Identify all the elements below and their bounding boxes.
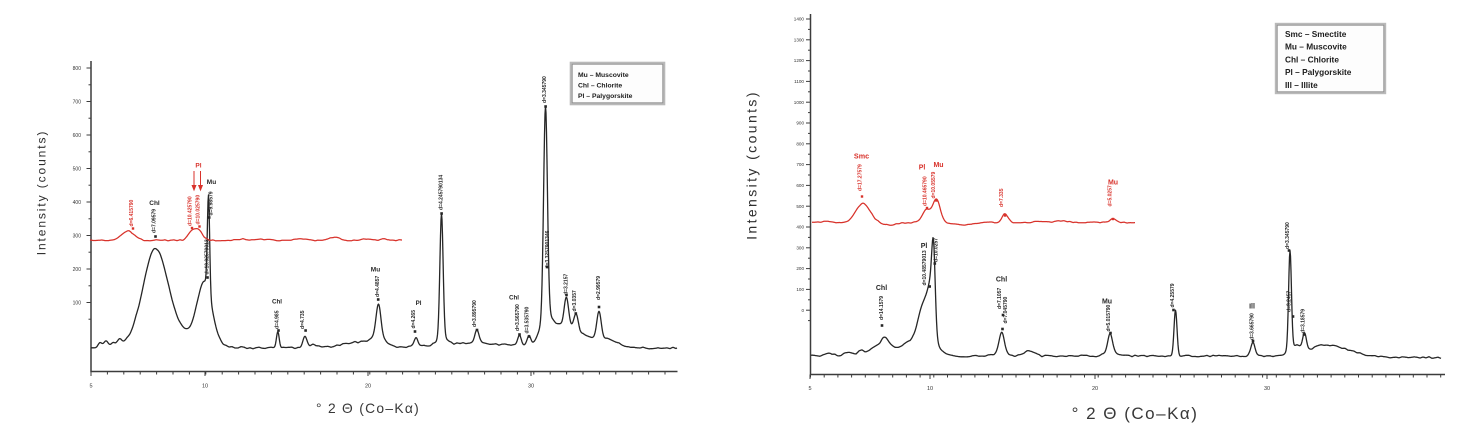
svg-text:d=3.0357: d=3.0357 — [572, 290, 578, 311]
svg-text:d=3.2157: d=3.2157 — [563, 274, 569, 295]
svg-text:1000: 1000 — [794, 100, 805, 105]
svg-text:20: 20 — [1092, 386, 1098, 392]
svg-text:Smc – Smectite: Smc – Smectite — [1285, 29, 1347, 39]
svg-text:500: 500 — [796, 204, 804, 209]
svg-text:Mu: Mu — [207, 179, 216, 186]
svg-text:d=4.245790134: d=4.245790134 — [438, 175, 444, 210]
svg-text:Mu: Mu — [1108, 180, 1118, 187]
svg-text:30: 30 — [1264, 386, 1270, 392]
svg-text:Chl: Chl — [149, 200, 160, 207]
svg-text:Mu: Mu — [371, 267, 380, 274]
svg-text:d=10.48579013: d=10.48579013 — [922, 250, 928, 285]
svg-text:10: 10 — [202, 384, 208, 390]
svg-text:600: 600 — [796, 183, 804, 188]
svg-text:300: 300 — [73, 233, 82, 239]
svg-text:Chl – Chlorite: Chl – Chlorite — [1285, 54, 1339, 64]
svg-text:d=17.27579: d=17.27579 — [857, 164, 863, 191]
svg-text:d=4.4857: d=4.4857 — [375, 276, 381, 297]
svg-text:500: 500 — [73, 166, 82, 172]
svg-text:Smc: Smc — [854, 152, 869, 161]
svg-text:Pl – Palygorskite: Pl – Palygorskite — [1285, 67, 1352, 77]
svg-text:d=4.985: d=4.985 — [274, 310, 280, 329]
svg-text:600: 600 — [73, 133, 82, 139]
svg-text:Mu: Mu — [933, 162, 943, 169]
svg-text:d=5.015790: d=5.015790 — [1106, 304, 1112, 331]
svg-text:d=5.0257: d=5.0257 — [1108, 185, 1114, 206]
svg-text:200: 200 — [73, 267, 82, 273]
svg-text:Chl: Chl — [996, 277, 1007, 284]
svg-text:Chl – Chlorite: Chl – Chlorite — [578, 83, 622, 90]
svg-text:800: 800 — [73, 66, 82, 72]
svg-text:Pl: Pl — [416, 300, 422, 307]
svg-text:Chl: Chl — [272, 299, 282, 306]
svg-text:d=4.25579: d=4.25579 — [1170, 283, 1176, 307]
svg-text:d=7.1057: d=7.1057 — [997, 288, 1003, 309]
svg-text:900: 900 — [796, 121, 804, 126]
svg-text:5: 5 — [808, 386, 811, 392]
svg-text:d=3.535790: d=3.535790 — [525, 306, 531, 333]
svg-text:d=3.345790: d=3.345790 — [1285, 222, 1291, 249]
svg-text:d=7.09579: d=7.09579 — [151, 209, 157, 233]
svg-text:d=3.3257901346: d=3.3257901346 — [545, 230, 551, 268]
svg-text:Mu: Mu — [1102, 299, 1112, 306]
svg-text:100: 100 — [796, 287, 804, 292]
svg-text:400: 400 — [73, 200, 82, 206]
svg-text:Ill: Ill — [1249, 304, 1255, 311]
svg-text:800: 800 — [796, 141, 804, 146]
svg-text:d=2.99579: d=2.99579 — [596, 276, 602, 300]
svg-text:400: 400 — [796, 225, 804, 230]
svg-text:d=10.02579013: d=10.02579013 — [205, 239, 211, 274]
svg-text:d=3.565790: d=3.565790 — [515, 304, 521, 331]
svg-text:d=6.415790: d=6.415790 — [129, 199, 135, 226]
svg-text:° 2 Θ (Co–Kα): ° 2 Θ (Co–Kα) — [316, 401, 420, 416]
svg-text:d=10.425790: d=10.425790 — [187, 196, 193, 226]
svg-text:Mu – Muscovite: Mu – Muscovite — [578, 72, 629, 79]
svg-text:Intensity (counts): Intensity (counts) — [35, 130, 49, 256]
svg-text:d=4.265: d=4.265 — [411, 310, 417, 329]
svg-text:1400: 1400 — [794, 17, 805, 22]
svg-text:d=14.1579: d=14.1579 — [879, 296, 885, 320]
svg-text:d=3.665790: d=3.665790 — [1249, 313, 1255, 340]
svg-text:200: 200 — [796, 266, 804, 271]
svg-text:d=3.2457: d=3.2457 — [1286, 291, 1292, 312]
svg-text:Mu – Muscovite: Mu – Muscovite — [1285, 42, 1347, 52]
svg-text:300: 300 — [796, 245, 804, 250]
svg-text:700: 700 — [73, 99, 82, 105]
svg-text:° 2 Θ (Co–Kα): ° 2 Θ (Co–Kα) — [1072, 404, 1199, 423]
svg-text:Pl: Pl — [921, 243, 928, 250]
svg-text:d=3.18579: d=3.18579 — [1300, 309, 1306, 333]
svg-text:30: 30 — [528, 384, 534, 390]
svg-text:d=7.335: d=7.335 — [999, 188, 1005, 207]
svg-text:d=10.05579: d=10.05579 — [931, 171, 937, 198]
svg-text:d=10.465790: d=10.465790 — [922, 176, 928, 206]
svg-text:d=4.735: d=4.735 — [300, 310, 306, 329]
svg-text:Ill – Illite: Ill – Illite — [1285, 80, 1318, 90]
svg-text:20: 20 — [365, 384, 371, 390]
svg-text:1300: 1300 — [794, 37, 805, 42]
svg-text:d=3.895790: d=3.895790 — [472, 300, 478, 327]
svg-text:Pl: Pl — [919, 165, 926, 172]
svg-text:1200: 1200 — [794, 58, 805, 63]
svg-text:Pl: Pl — [195, 163, 201, 170]
svg-text:Chl: Chl — [876, 285, 887, 292]
svg-text:700: 700 — [796, 162, 804, 167]
svg-text:d=10.025790: d=10.025790 — [196, 195, 202, 225]
svg-text:d=9.98579: d=9.98579 — [209, 191, 215, 215]
svg-text:0: 0 — [801, 308, 804, 313]
svg-text:Chl: Chl — [509, 295, 519, 302]
svg-text:d=3.345790: d=3.345790 — [542, 76, 548, 103]
svg-text:1100: 1100 — [794, 79, 804, 84]
svg-text:d=10.0257: d=10.0257 — [933, 238, 939, 262]
svg-text:d=7.045790: d=7.045790 — [1003, 296, 1009, 323]
svg-text:100: 100 — [73, 300, 82, 306]
svg-text:Intensity (counts): Intensity (counts) — [744, 90, 760, 240]
svg-text:Pl – Palygorskite: Pl – Palygorskite — [578, 93, 633, 100]
svg-text:5: 5 — [89, 384, 92, 390]
svg-text:10: 10 — [927, 386, 933, 392]
